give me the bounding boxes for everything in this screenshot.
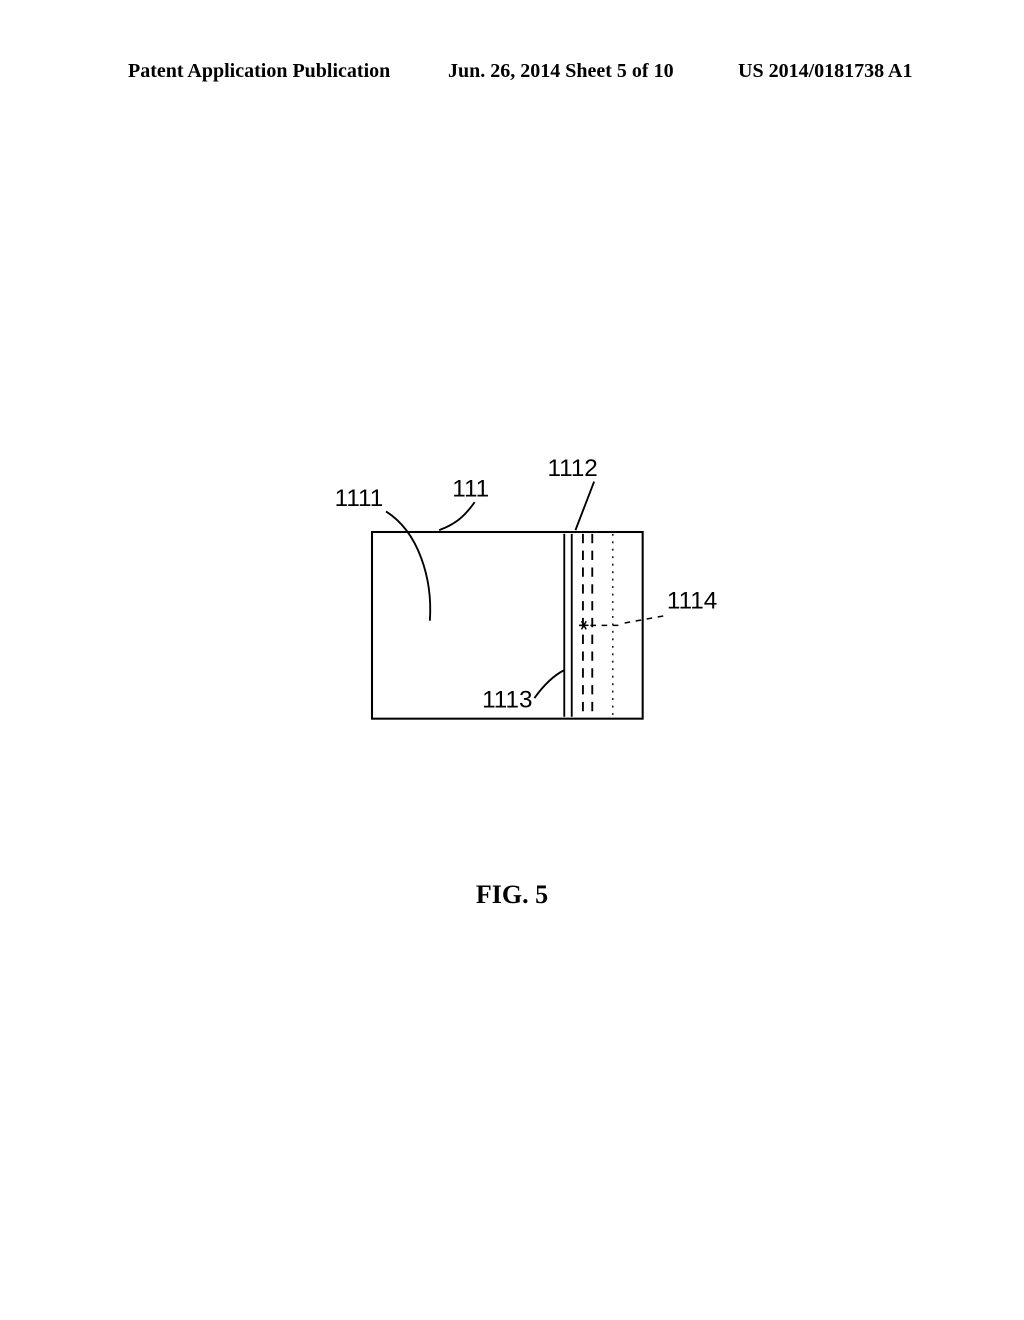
ref-label-1113: 1113 (482, 686, 532, 713)
header-left: Patent Application Publication (128, 60, 390, 83)
ref-label-1114: 1114 (667, 588, 717, 615)
page-header: Patent Application Publication Jun. 26, … (0, 0, 1024, 90)
figure-caption: FIG. 5 (0, 880, 1024, 910)
ref-label-111: 111 (452, 476, 489, 503)
ref-label-1111: 1111 (335, 485, 384, 512)
header-right: US 2014/0181738 A1 (738, 60, 912, 83)
header-center: Jun. 26, 2014 Sheet 5 of 10 (448, 60, 674, 83)
figure-area: 1111111111211141113 (0, 420, 1024, 940)
figure-svg: 1111111111211141113 (232, 420, 792, 812)
page: Patent Application Publication Jun. 26, … (0, 0, 1024, 1320)
ref-label-1112: 1112 (547, 455, 597, 482)
